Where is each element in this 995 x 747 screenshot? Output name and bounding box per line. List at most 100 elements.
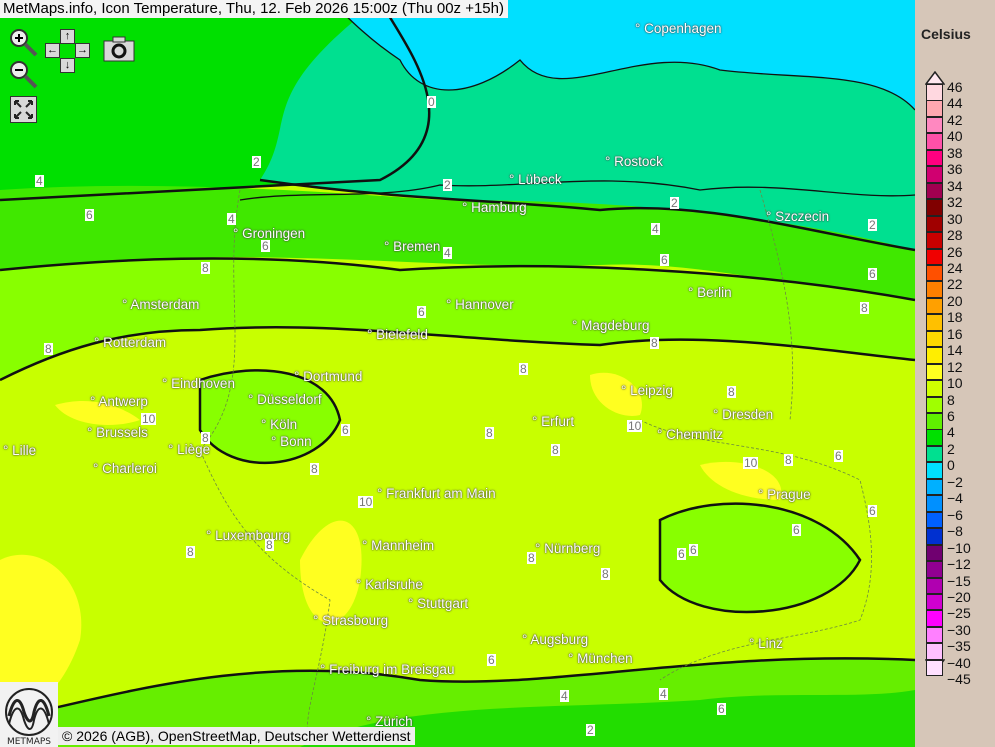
isotherm-label: 6 xyxy=(341,423,350,437)
city-label: ° Luxembourg xyxy=(206,528,291,543)
legend-swatch xyxy=(926,462,943,479)
isotherm-label: 6 xyxy=(417,305,426,319)
pan-down-button[interactable]: ↓ xyxy=(60,58,75,73)
isotherm-label: 8 xyxy=(485,426,494,440)
legend-swatch xyxy=(926,100,943,117)
legend-swatch xyxy=(926,166,943,183)
city-label: ° München xyxy=(568,651,633,666)
isotherm-label: 8 xyxy=(310,462,319,476)
city-label: ° Amsterdam xyxy=(122,297,200,312)
city-label: ° Magdeburg xyxy=(572,318,650,333)
legend-swatch xyxy=(926,281,943,298)
isotherm-label: 8 xyxy=(551,443,560,457)
legend-label: 36 xyxy=(947,161,963,178)
legend-label: 30 xyxy=(947,210,963,227)
isotherm-label: 6 xyxy=(261,239,270,253)
city-label: ° Dortmund xyxy=(294,369,363,384)
legend-label: 12 xyxy=(947,358,963,375)
city-label: ° Düsseldorf xyxy=(248,392,322,407)
legend-label: 6 xyxy=(947,408,955,424)
isotherm-label: 2 xyxy=(586,723,595,737)
legend-unit: Celsius xyxy=(921,26,971,42)
pan-left-button[interactable]: ← xyxy=(45,43,60,58)
isotherm-label: 4 xyxy=(560,689,569,703)
legend-label: 34 xyxy=(947,177,963,194)
legend-label: 26 xyxy=(947,243,963,260)
pan-up-button[interactable]: ↑ xyxy=(60,29,75,44)
legend-swatch xyxy=(926,478,943,496)
legend-label: 4 xyxy=(947,424,955,441)
legend-swatch xyxy=(926,363,943,381)
legend-swatch xyxy=(926,659,943,677)
isotherm-label: 8 xyxy=(527,551,536,565)
isotherm-label: 4 xyxy=(659,687,668,701)
legend-swatch xyxy=(926,396,943,414)
city-label: ° Copenhagen xyxy=(635,21,722,36)
isotherm-label: 10 xyxy=(743,456,759,470)
isotherm-label: 6 xyxy=(689,543,698,557)
fullscreen-icon[interactable] xyxy=(10,96,37,123)
city-label: ° Rotterdam xyxy=(94,335,167,350)
isotherm-label: 4 xyxy=(443,246,452,260)
legend-label: 44 xyxy=(947,95,963,112)
zone-6-8-patch xyxy=(200,370,340,463)
zone-4-6-south xyxy=(300,690,915,747)
legend-swatch xyxy=(926,297,943,315)
city-label: ° Lübeck xyxy=(509,172,562,187)
zone-10-12 xyxy=(300,520,362,623)
city-label: ° Erfurt xyxy=(532,414,575,429)
isotherm-label: 10 xyxy=(141,412,157,426)
city-label: ° Zürich xyxy=(366,714,413,729)
city-label: ° Prague xyxy=(758,487,811,502)
isotherm-label: 4 xyxy=(35,174,44,188)
camera-icon[interactable] xyxy=(103,36,135,62)
legend-label: −4 xyxy=(947,490,963,507)
legend-swatch xyxy=(926,593,943,611)
color-legend: Celsius 46 44 42 40 38 36 34 32 30 28 26 24 22 20 18 16… xyxy=(915,0,995,747)
legend-label: 18 xyxy=(947,309,963,326)
legend-swatch xyxy=(926,149,943,167)
legend-swatch xyxy=(926,429,943,446)
legend-swatch xyxy=(926,445,943,463)
legend-label: 0 xyxy=(947,457,955,474)
city-label: ° Eindhoven xyxy=(162,376,235,391)
legend-swatch xyxy=(926,84,943,101)
legend-label: 8 xyxy=(947,391,955,408)
city-label: ° Leipzig xyxy=(621,383,673,398)
city-label: ° Dresden xyxy=(713,407,774,422)
coastlines xyxy=(239,0,915,201)
temperature-map[interactable] xyxy=(0,0,915,747)
legend-swatch xyxy=(926,264,943,282)
city-label: ° Brussels xyxy=(87,425,148,440)
legend-label: −45 xyxy=(947,671,971,688)
legend-label: −2 xyxy=(947,473,963,490)
legend-label: −30 xyxy=(947,621,971,638)
city-label: ° Karlsruhe xyxy=(356,577,423,592)
legend-swatch xyxy=(926,330,943,348)
city-label: ° Mannheim xyxy=(362,538,435,553)
legend-label: 24 xyxy=(947,259,963,276)
legend-swatch xyxy=(926,610,943,627)
isotherm-label: 6 xyxy=(868,504,877,518)
legend-label: −12 xyxy=(947,556,971,573)
map-title: MetMaps.info, Icon Temperature, Thu, 12.… xyxy=(0,0,508,18)
legend-swatch xyxy=(926,199,943,216)
legend-label: 46 xyxy=(947,79,963,95)
legend-label: 38 xyxy=(947,144,963,161)
isotherm-label: 6 xyxy=(834,449,843,463)
zone-10-12 xyxy=(590,372,642,416)
legend-label: −10 xyxy=(947,539,971,556)
zone-6-8 xyxy=(0,258,915,380)
city-label: ° Augsburg xyxy=(522,632,589,647)
city-label: ° Stuttgart xyxy=(408,596,469,611)
pan-right-button[interactable]: → xyxy=(75,43,90,58)
zoom-out-icon[interactable] xyxy=(8,59,38,89)
zoom-in-icon[interactable] xyxy=(8,27,38,57)
zone-10-12 xyxy=(55,400,140,425)
borders xyxy=(199,189,872,747)
city-label: ° Chemnitz xyxy=(657,427,724,442)
zone-10-12 xyxy=(700,461,782,500)
legend-label: 42 xyxy=(947,111,963,128)
city-label: ° Linz xyxy=(749,636,783,651)
isotherm-label: 6 xyxy=(85,208,94,222)
